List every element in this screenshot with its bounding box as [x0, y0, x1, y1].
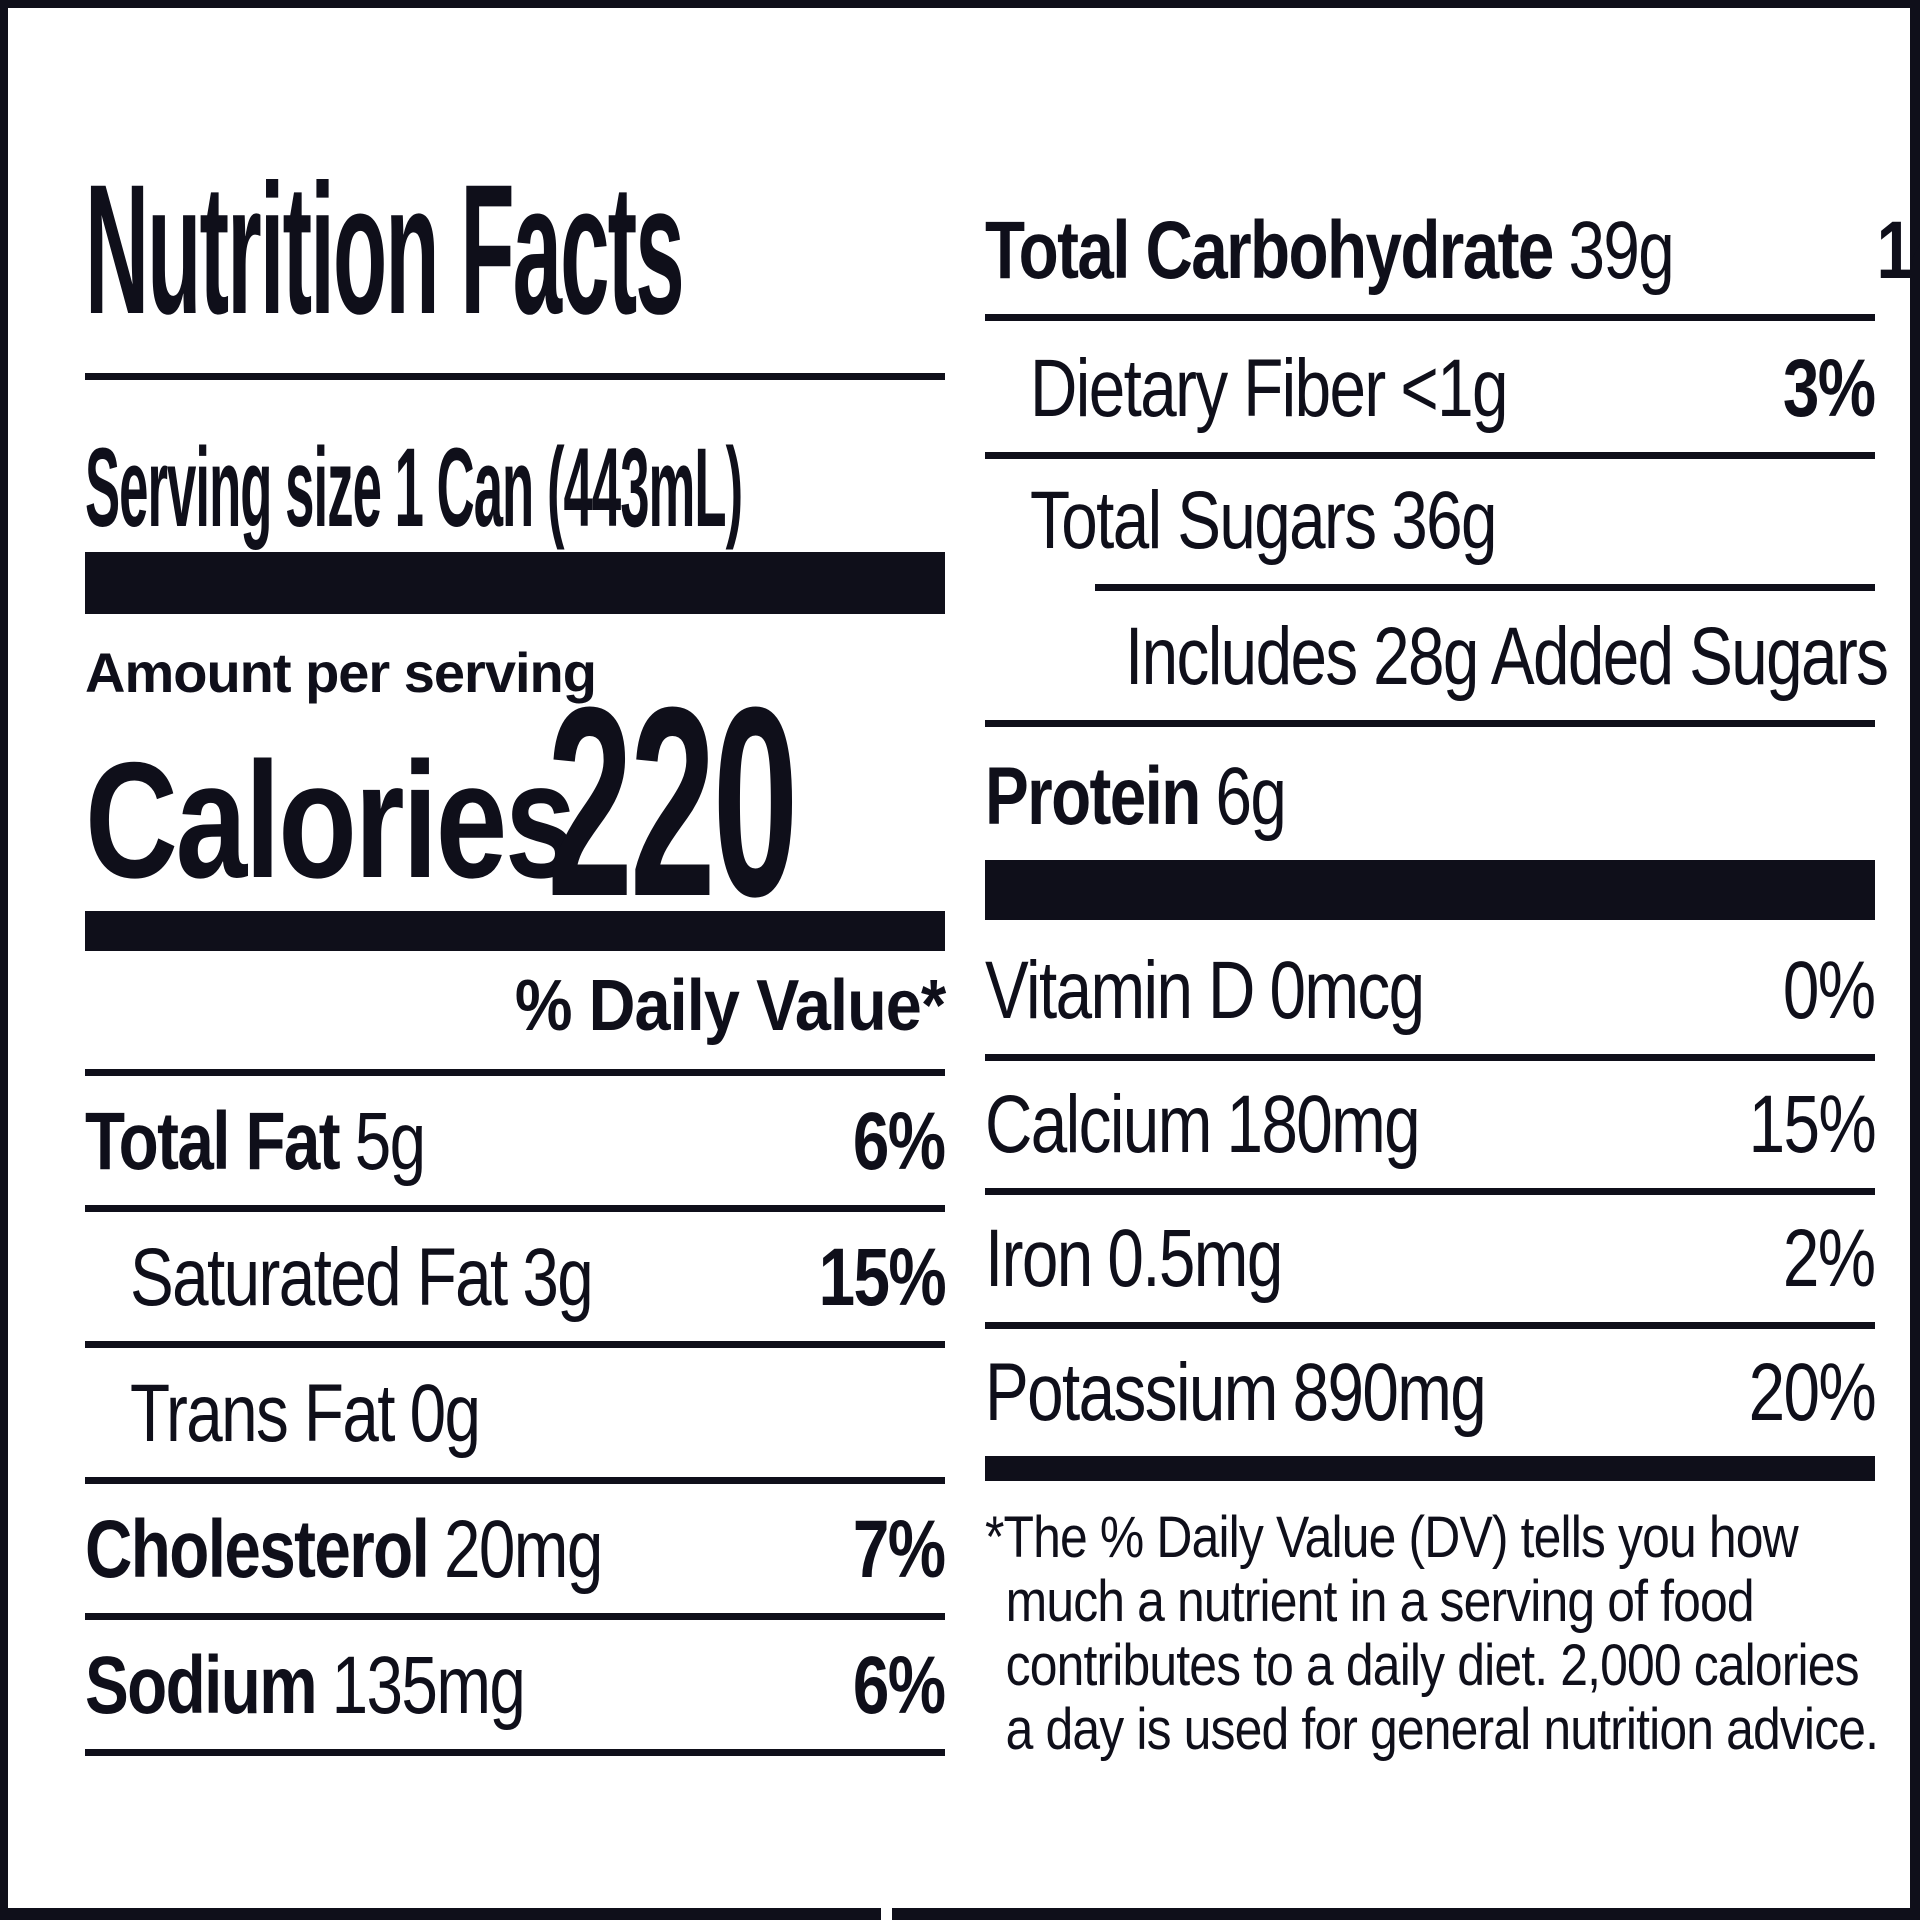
- nutrient-amount: 6g: [1215, 751, 1287, 842]
- nutrient-name: Saturated Fat: [130, 1232, 508, 1323]
- separator-rule: [985, 452, 1875, 459]
- separator-rule: [985, 720, 1875, 727]
- nutrient-dv: 0%: [1783, 945, 1876, 1036]
- nutrient-name: Potassium: [985, 1347, 1278, 1438]
- nutrient-name: Total Sugars: [1030, 475, 1377, 566]
- separator-rule: [85, 1477, 945, 1484]
- nutrient-name: Cholesterol: [85, 1504, 430, 1595]
- frame-left: [0, 0, 8, 1920]
- row-trans-fat: Trans Fat 0g: [85, 1348, 945, 1477]
- nutrient-amount: 0g: [409, 1368, 481, 1459]
- nutrient-amount: 3g: [522, 1232, 593, 1323]
- separator-rule: [85, 1205, 945, 1212]
- nutrient-name: Vitamin D: [985, 945, 1255, 1036]
- nutrient-amount: 36g: [1391, 475, 1497, 566]
- separator-rule: [85, 1613, 945, 1620]
- nutrient-name: Protein: [985, 751, 1201, 842]
- separator-bar: [985, 1456, 1875, 1481]
- nutrient-dv: 2%: [1783, 1213, 1876, 1304]
- nutrient-dv: 7%: [853, 1504, 946, 1595]
- separator-rule: [85, 373, 945, 380]
- row-iron: Iron 0.5mg 2%: [985, 1195, 1877, 1322]
- nutrient-name: Trans Fat: [130, 1368, 395, 1459]
- left-panel: Nutrition Facts Serving size 1 Can (443m…: [85, 147, 947, 1756]
- nutrient-amount: 890mg: [1292, 1347, 1487, 1438]
- row-protein: Protein 6g: [985, 727, 1875, 860]
- nutrient-amount: 180mg: [1226, 1079, 1420, 1170]
- separator-rule: [985, 1188, 1875, 1195]
- row-cholesterol: Cholesterol 20mg 7%: [85, 1484, 947, 1613]
- nutrient-amount: 5g: [354, 1096, 426, 1187]
- nutrient-name: Includes 28g Added Sugars: [1125, 611, 1889, 702]
- nutrient-amount: 0mcg: [1269, 945, 1426, 1036]
- frame-right: [1910, 0, 1920, 1920]
- separator-bar: [985, 860, 1875, 920]
- daily-value-footnote: *The % Daily Value (DV) tells you how mu…: [985, 1505, 1879, 1762]
- separator-rule: [985, 1054, 1875, 1061]
- nutrient-dv: 14%: [1876, 205, 1920, 296]
- separator-bar: [85, 911, 945, 951]
- frame-top: [0, 0, 1920, 8]
- daily-value-header: % Daily Value*: [514, 966, 946, 1046]
- separator-rule: [985, 314, 1875, 321]
- separator-rule: [85, 1341, 945, 1348]
- nutrient-name: Calcium: [985, 1079, 1212, 1170]
- nutrient-name: Total Fat: [85, 1096, 341, 1187]
- nutrient-amount: 20mg: [444, 1504, 603, 1595]
- nutrient-name: Sodium: [85, 1640, 318, 1731]
- nutrient-dv: 6%: [853, 1640, 946, 1731]
- row-dietary-fiber: Dietary Fiber <1g 3%: [985, 321, 1877, 452]
- nutrient-dv: 20%: [1748, 1347, 1877, 1438]
- nutrient-dv: 3%: [1783, 343, 1876, 434]
- row-vitamin-d: Vitamin D 0mcg 0%: [985, 920, 1877, 1054]
- nutrient-amount: 0.5mg: [1107, 1213, 1283, 1304]
- nutrient-name: Iron: [985, 1213, 1093, 1304]
- label-title: Nutrition Facts: [85, 147, 685, 353]
- separator-rule: [85, 1069, 945, 1076]
- nutrient-dv: 15%: [1748, 1079, 1877, 1170]
- row-sodium: Sodium 135mg 6%: [85, 1620, 947, 1749]
- separator-rule: [985, 1322, 1875, 1329]
- nutrient-dv: 6%: [853, 1096, 946, 1187]
- row-calcium: Calcium 180mg 15%: [985, 1061, 1877, 1188]
- nutrient-name: Total Carbohydrate: [985, 205, 1554, 296]
- row-total-fat: Total Fat 5g 6%: [85, 1076, 947, 1205]
- frame-bottom-left-segment: [0, 1908, 881, 1920]
- amount-per-serving: Amount per serving: [85, 641, 597, 704]
- serving-size: Serving size 1 Can (443mL): [85, 425, 743, 550]
- calories-value: 220: [546, 652, 798, 953]
- nutrient-amount: <1g: [1400, 343, 1508, 434]
- nutrient-amount: 135mg: [331, 1640, 526, 1731]
- row-saturated-fat: Saturated Fat 3g 15%: [85, 1212, 947, 1341]
- calories-block: Amount per serving Calories 220: [85, 614, 945, 953]
- separator-rule: [85, 1749, 945, 1756]
- separator-bar: [85, 552, 945, 614]
- nutrient-amount: 39g: [1568, 205, 1674, 296]
- nutrient-name: Dietary Fiber: [1030, 343, 1386, 434]
- frame-bottom-right-segment: [892, 1908, 1920, 1920]
- calories-label: Calories: [85, 728, 577, 912]
- row-total-sugars: Total Sugars 36g: [985, 459, 1875, 584]
- row-added-sugars: Includes 28g Added Sugars 56%: [985, 591, 1889, 720]
- nutrient-dv: 15%: [818, 1232, 947, 1323]
- separator-rule-indented: [1095, 584, 1875, 591]
- row-potassium: Potassium 890mg 20%: [985, 1329, 1877, 1456]
